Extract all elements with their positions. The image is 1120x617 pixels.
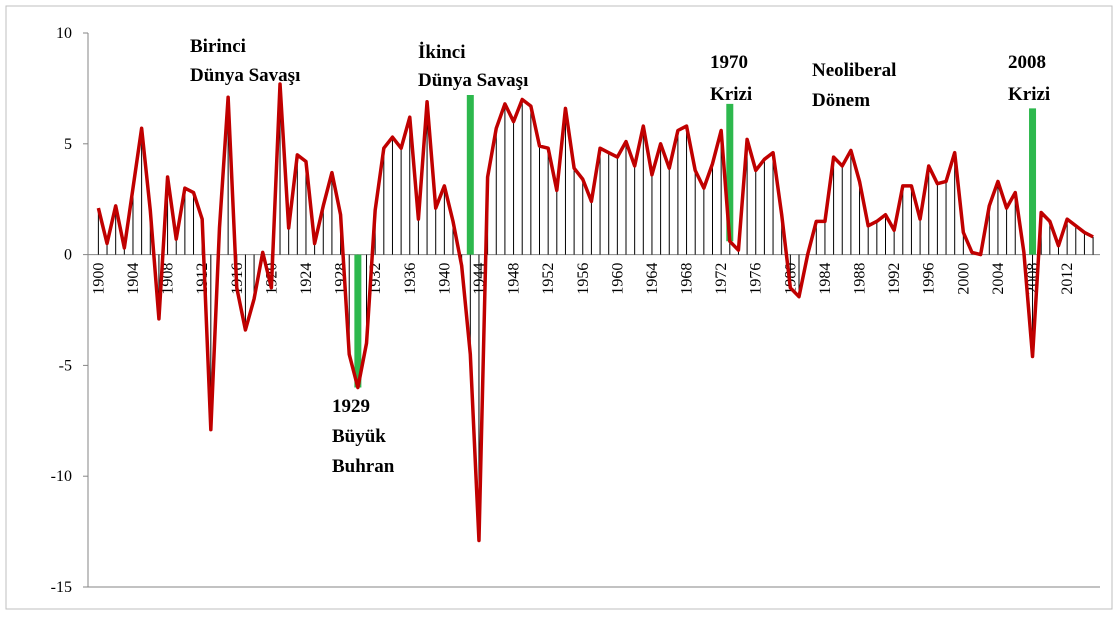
annotation: Büyük <box>332 426 386 447</box>
annotation: Buhran <box>332 456 395 477</box>
annotation: 1970 <box>710 52 748 73</box>
x-tick-label: 1984 <box>817 263 834 295</box>
x-tick-label: 1924 <box>298 263 315 295</box>
x-tick-label: 2000 <box>955 263 972 295</box>
x-tick-label: 1992 <box>886 263 903 295</box>
annotation: Krizi <box>1008 84 1050 105</box>
annotation: 1929 <box>332 396 370 417</box>
x-tick-label: 1952 <box>540 263 557 295</box>
x-tick-label: 1956 <box>575 263 592 295</box>
x-tick-label: 2004 <box>990 263 1007 295</box>
x-tick-label: 1904 <box>125 263 142 295</box>
y-tick-label: -10 <box>51 468 72 485</box>
x-tick-label: 1964 <box>644 263 661 295</box>
x-tick-label: 2012 <box>1059 263 1076 295</box>
x-tick-label: 1972 <box>713 263 730 295</box>
x-tick-label: 1968 <box>679 263 696 295</box>
x-tick-label: 1948 <box>506 263 523 295</box>
x-tick-label: 1988 <box>852 263 869 295</box>
y-tick-label: 0 <box>64 247 72 264</box>
annotation: Dönem <box>812 90 870 111</box>
annotation: Birinci <box>190 36 246 57</box>
x-tick-label: 1960 <box>609 263 626 295</box>
x-tick-label: 1996 <box>921 263 938 295</box>
x-tick-label: 1912 <box>194 263 211 295</box>
annotation: Neoliberal <box>812 60 896 81</box>
y-tick-label: -5 <box>59 357 72 374</box>
y-tick-label: 10 <box>56 25 72 42</box>
annotation: Dünya Savaşı <box>190 65 300 86</box>
x-tick-label: 1900 <box>90 263 107 295</box>
annotation: İkinci <box>418 42 466 63</box>
x-tick-label: 1976 <box>748 263 765 295</box>
frame <box>5 5 1113 610</box>
annotation: Krizi <box>710 84 752 105</box>
x-tick-label: 1936 <box>402 263 419 295</box>
annotation: Dünya Savaşı <box>418 70 528 91</box>
data-line <box>96 82 1094 543</box>
y-tick-label: -15 <box>51 579 72 596</box>
x-tick-label: 1928 <box>333 263 350 295</box>
y-tick-label: 5 <box>64 136 72 153</box>
x-tick-label: 1908 <box>160 263 177 295</box>
x-tick-label: 1940 <box>436 263 453 295</box>
annotation: 2008 <box>1008 52 1046 73</box>
